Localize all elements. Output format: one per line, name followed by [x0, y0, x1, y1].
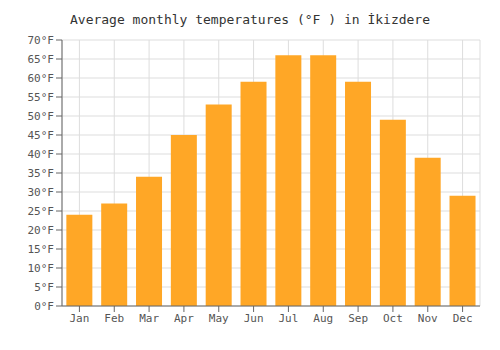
svg-text:20°F: 20°F — [28, 224, 55, 237]
svg-text:25°F: 25°F — [28, 205, 55, 218]
svg-text:60°F: 60°F — [28, 72, 55, 85]
svg-text:70°F: 70°F — [28, 34, 55, 47]
svg-text:Mar: Mar — [139, 312, 159, 325]
svg-text:May: May — [209, 312, 229, 325]
svg-text:55°F: 55°F — [28, 91, 55, 104]
svg-text:Aug: Aug — [313, 312, 333, 325]
svg-text:15°F: 15°F — [28, 243, 55, 256]
svg-text:Nov: Nov — [418, 312, 438, 325]
html-text:Average monthly temperatures (: Average monthly temperatures (°F ) in İk… — [70, 12, 430, 27]
svg-text:35°F: 35°F — [28, 167, 55, 180]
svg-text:30°F: 30°F — [28, 186, 55, 199]
svg-text:Oct: Oct — [383, 312, 403, 325]
svg-text:65°F: 65°F — [28, 53, 55, 66]
svg-text:Apr: Apr — [174, 312, 194, 325]
svg-text:Jul: Jul — [278, 312, 298, 325]
svg-text:50°F: 50°F — [28, 110, 55, 123]
svg-text:40°F: 40°F — [28, 148, 55, 161]
svg-text:10°F: 10°F — [28, 262, 55, 275]
svg-text:5°F: 5°F — [34, 281, 54, 294]
svg-text:Dec: Dec — [453, 312, 473, 325]
svg-text:45°F: 45°F — [28, 129, 55, 142]
svg-text:0°F: 0°F — [34, 300, 54, 313]
svg-text:Feb: Feb — [104, 312, 124, 325]
svg-text:Sep: Sep — [348, 312, 368, 325]
svg-text:Jun: Jun — [244, 312, 264, 325]
svg-text:Jan: Jan — [69, 312, 89, 325]
